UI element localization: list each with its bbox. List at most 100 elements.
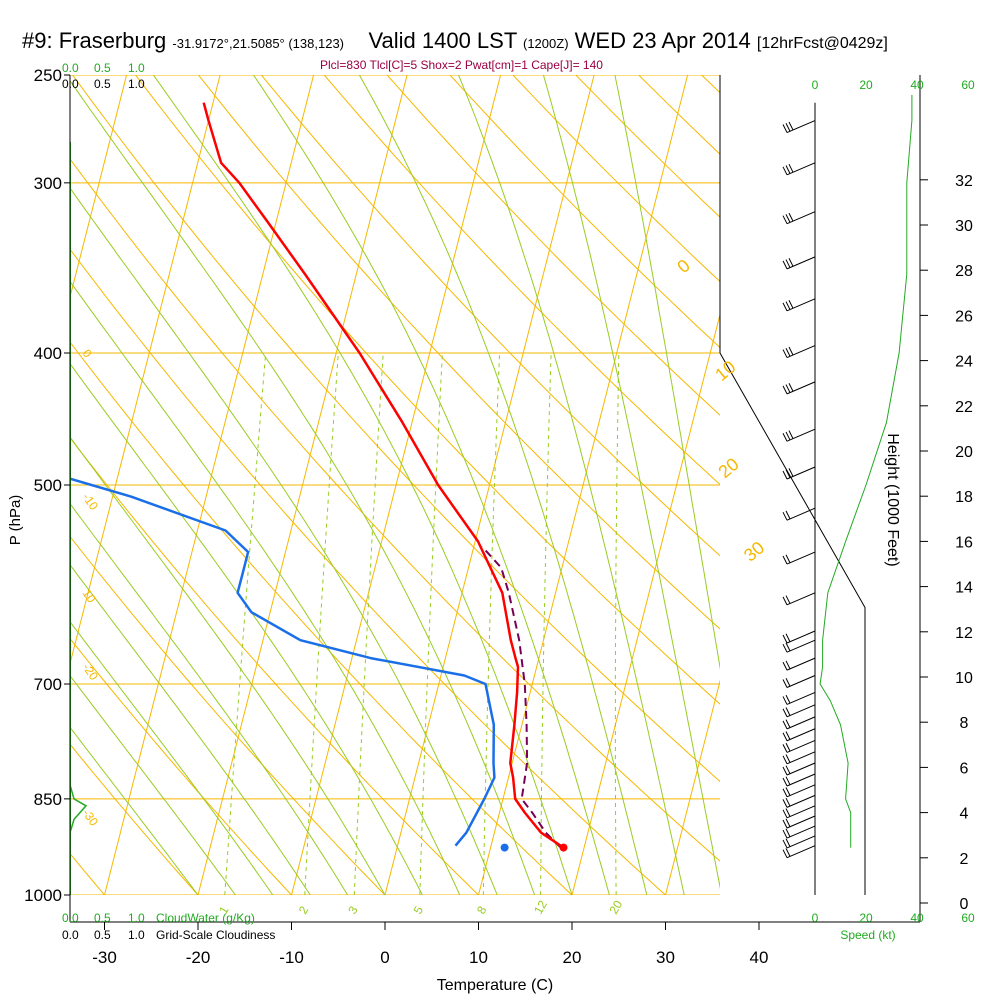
dry-adiabat bbox=[323, 75, 720, 486]
wind-barb-staff bbox=[786, 815, 816, 829]
isotherm-line bbox=[104, 75, 315, 895]
wind-barb-flag bbox=[782, 720, 788, 730]
wind-barb-flag bbox=[782, 385, 788, 395]
cloudwater-line bbox=[70, 784, 88, 895]
dry-adiabat bbox=[386, 75, 720, 416]
wind-barb-staff bbox=[786, 551, 816, 565]
wind-barb bbox=[782, 639, 816, 653]
mixing-ratio-label: 8 bbox=[474, 903, 490, 916]
mixing-ratio-line bbox=[419, 352, 443, 895]
cloudiness-tick-bottom: 1.0 bbox=[128, 928, 145, 942]
cloudiness-tick-top: 1.0 bbox=[128, 77, 145, 91]
isotherm-label: 10 bbox=[80, 587, 99, 606]
wind-barb bbox=[782, 657, 816, 671]
wind-barb-flag bbox=[782, 596, 788, 606]
height-tick-label: 14 bbox=[955, 580, 973, 597]
station-name: #9: Fraserburg bbox=[22, 28, 167, 53]
wind-barb-staff bbox=[786, 825, 816, 839]
isotherm-line bbox=[384, 75, 595, 895]
wind-barb-flag bbox=[782, 766, 788, 776]
mixing-ratio-line bbox=[224, 352, 267, 895]
height-tick-label: 12 bbox=[955, 625, 973, 642]
wind-barb-staff bbox=[786, 794, 816, 808]
wind-barb-flag bbox=[788, 468, 794, 477]
wind-barb-flag bbox=[785, 642, 791, 652]
wind-barb-flag bbox=[782, 755, 788, 765]
moist-adiabat bbox=[70, 620, 274, 895]
wind-barb bbox=[782, 691, 816, 705]
wind-barb-flag bbox=[782, 511, 788, 521]
isotherm-line bbox=[291, 75, 502, 895]
wind-barb-flag bbox=[782, 302, 788, 312]
height-tick-label: 6 bbox=[960, 760, 969, 777]
wind-barb-staff bbox=[786, 639, 816, 653]
isotherm-label: -10 bbox=[80, 490, 102, 513]
moist-adiabat bbox=[458, 75, 685, 895]
wind-barb-flag bbox=[785, 165, 791, 174]
wind-barb-flag bbox=[785, 677, 791, 687]
sounding-profiles bbox=[70, 102, 568, 895]
wind-barb bbox=[782, 739, 816, 753]
moist-adiabat bbox=[253, 75, 610, 895]
wind-barb bbox=[782, 592, 816, 606]
wind-barb-flag bbox=[785, 214, 791, 223]
wind-barb-staff bbox=[786, 773, 816, 787]
wind-barb-staff bbox=[786, 592, 816, 606]
wind-barb bbox=[782, 751, 816, 765]
wind-barb-flag bbox=[785, 595, 791, 604]
valid-time: Valid 1400 LST bbox=[368, 28, 517, 53]
wind-barb-staff bbox=[786, 345, 816, 359]
moist-adiabat bbox=[70, 362, 423, 895]
dry-adiabat bbox=[701, 75, 720, 94]
speed-tick-bottom: 60 bbox=[961, 911, 975, 925]
wind-barb bbox=[782, 675, 816, 688]
wind-barb-staff bbox=[786, 751, 816, 765]
wind-barb-flag bbox=[782, 260, 788, 270]
isotherm-line bbox=[0, 75, 33, 895]
temperature-tick-label: -10 bbox=[279, 948, 304, 967]
wind-barb-flag bbox=[785, 384, 791, 393]
dry-adiabat bbox=[449, 75, 720, 349]
dry-adiabat bbox=[72, 75, 720, 783]
dry-adiabat bbox=[70, 158, 720, 862]
moist-adiabat bbox=[70, 726, 199, 895]
mixing-ratio-line bbox=[304, 352, 339, 895]
wind-barb bbox=[782, 845, 816, 859]
wind-barb-flag bbox=[785, 348, 791, 357]
wind-barb-staff bbox=[786, 211, 816, 225]
wind-barb-flag bbox=[785, 431, 791, 441]
wind-panel bbox=[782, 95, 913, 895]
wind-barb-flag bbox=[785, 660, 791, 670]
isotherm-line bbox=[70, 75, 128, 299]
wind-barb-staff bbox=[786, 381, 816, 395]
temperature-tick-label: 20 bbox=[563, 948, 582, 967]
isotherm-line bbox=[853, 75, 1000, 895]
mixing-ratio-line bbox=[353, 352, 384, 895]
dry-adiabat bbox=[827, 75, 1000, 895]
wind-barb-flag bbox=[782, 696, 788, 705]
wind-barb-flag bbox=[785, 301, 791, 310]
wind-barb bbox=[782, 120, 816, 133]
speed-tick-bottom: 40 bbox=[910, 911, 924, 925]
wind-barb bbox=[782, 507, 816, 521]
dry-adiabat bbox=[70, 637, 292, 895]
cloudiness-tick-bottom: 0.5 bbox=[94, 928, 111, 942]
wind-barb bbox=[782, 728, 816, 742]
wind-barb-staff bbox=[786, 675, 816, 688]
pressure-tick-label: 500 bbox=[34, 476, 62, 495]
wind-barb bbox=[782, 704, 816, 718]
dewpoint-line bbox=[70, 477, 496, 847]
height-tick-label: 26 bbox=[955, 308, 973, 325]
wind-barb bbox=[782, 345, 816, 359]
moist-adiabat bbox=[70, 563, 311, 895]
wind-barb-flag bbox=[785, 742, 791, 752]
wind-barb-flag bbox=[782, 643, 788, 653]
cloudwater-tick-top: 0.5 bbox=[94, 61, 111, 75]
theta-label: 0 bbox=[673, 255, 694, 277]
wind-barb-flag bbox=[785, 707, 791, 716]
wind-barb-flag bbox=[782, 634, 788, 644]
wind-barb-flag bbox=[788, 163, 794, 173]
background-grid bbox=[0, 75, 1000, 895]
wind-barb-flag bbox=[782, 679, 788, 688]
